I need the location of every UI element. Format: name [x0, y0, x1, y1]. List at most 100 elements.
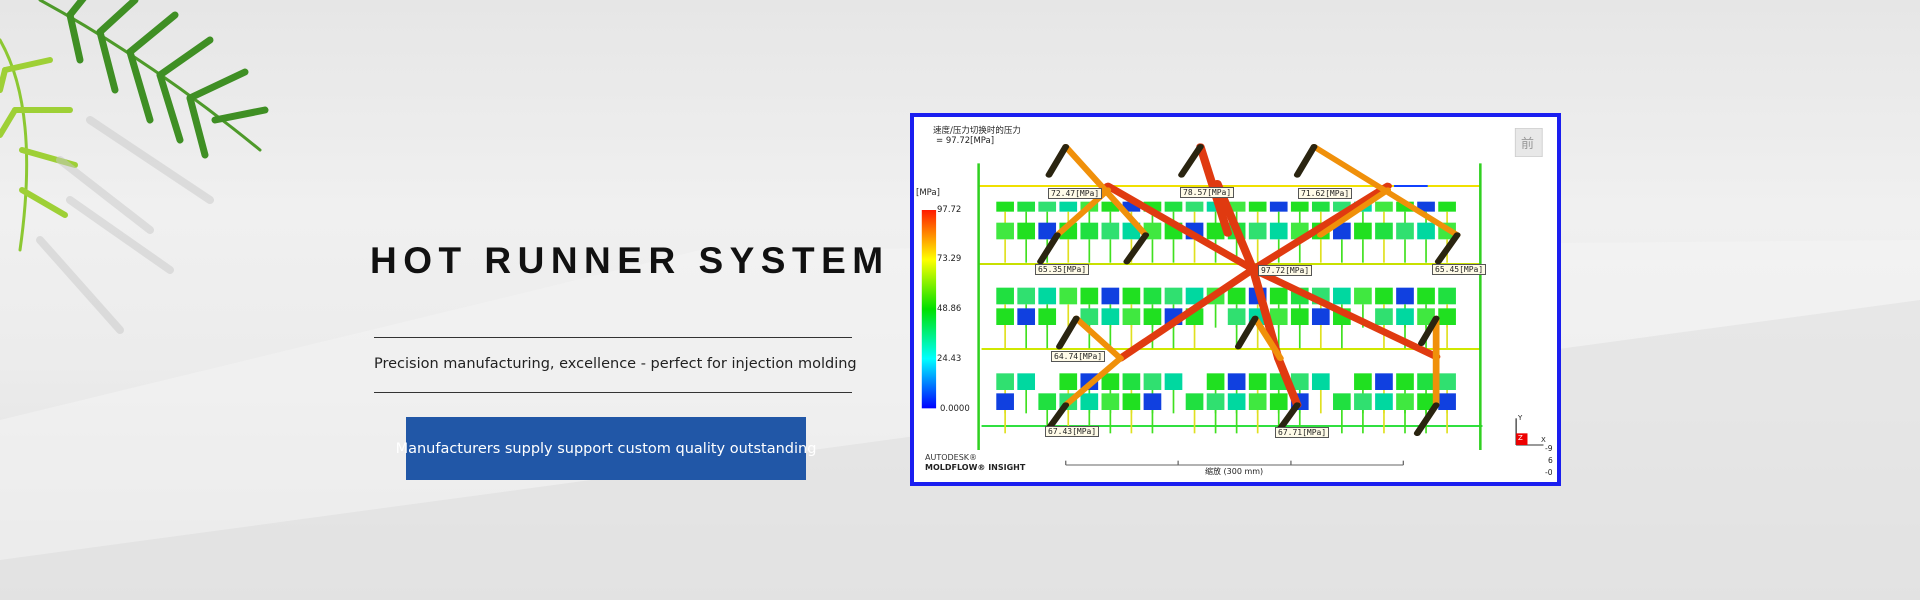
cavity-part: [1269, 201, 1288, 212]
cavity-part: [1101, 373, 1120, 390]
cavity-part: [1143, 393, 1162, 410]
cavity-part: [996, 373, 1014, 390]
cavity-part: [1059, 287, 1078, 305]
hot-nozzle: [1045, 144, 1070, 178]
cavity-part: [1417, 201, 1435, 212]
cavity-part: [1017, 308, 1036, 325]
cavity-part: [1290, 308, 1309, 325]
cavity-part: [996, 287, 1014, 305]
hot-runner-manifold: [1248, 182, 1392, 273]
cavity-part: [1417, 287, 1435, 305]
cavity-part: [1333, 201, 1351, 212]
cavity-part: [996, 201, 1014, 212]
hot-runner-branch: [1072, 315, 1124, 361]
cavity-part: [1269, 287, 1288, 305]
subtitle: Precision manufacturing, excellence - pe…: [374, 356, 857, 372]
cavity-part: [1269, 393, 1288, 410]
cavity-part: [1185, 393, 1204, 410]
cavity-part: [1101, 287, 1120, 305]
cavity-part: [1227, 308, 1246, 325]
page-title: HOT RUNNER SYSTEM: [370, 240, 890, 281]
legend-unit: [MPa]: [916, 188, 940, 198]
cavity-part: [1269, 222, 1288, 240]
cavity-part: [1206, 393, 1225, 410]
cavity-part: [1417, 222, 1435, 240]
coord: 6: [1548, 456, 1553, 465]
palm-leaf-decoration: [0, 0, 269, 334]
legend-color-bar: [921, 210, 937, 409]
cavity-part: [1143, 287, 1162, 305]
cavity-part: [1080, 222, 1099, 240]
coord: -9: [1545, 444, 1553, 453]
cavity-part: [1417, 308, 1435, 325]
cavity-part: [1017, 222, 1036, 240]
cta-button[interactable]: Manufacturers supply support custom qual…: [396, 417, 816, 480]
cavity-part: [1227, 373, 1246, 390]
cavity-part: [1143, 201, 1162, 212]
hot-nozzle: [1418, 315, 1440, 346]
cavity-part: [1354, 373, 1372, 390]
hot-runner-manifold: [1116, 266, 1258, 362]
cavity-part: [1038, 308, 1057, 325]
result-title: 速度/压力切换时的压力: [933, 126, 1021, 136]
cavity-part: [1185, 201, 1204, 212]
cavity-part: [1017, 287, 1036, 305]
cavity-part: [1396, 287, 1414, 305]
cavity-part: [1248, 222, 1267, 240]
hot-nozzle: [1434, 232, 1461, 265]
pressure-label: 72.47[MPa]: [1048, 188, 1103, 199]
view-cube[interactable]: [1514, 128, 1543, 157]
cavity-part: [1164, 373, 1183, 390]
result-value: = 97.72[MPa]: [936, 136, 995, 146]
cavity-part: [1164, 287, 1183, 305]
cavity-part: [1417, 393, 1435, 410]
axis-z: Z: [1518, 434, 1523, 442]
cavity-part: [1122, 393, 1141, 410]
hot-nozzle: [1413, 402, 1440, 436]
cavity-part: [1227, 287, 1246, 305]
cavity-part: [1333, 287, 1351, 305]
cavity-part: [1038, 222, 1057, 240]
cavity-part: [1396, 201, 1414, 212]
cavity-part: [1143, 373, 1162, 390]
cavity-part: [1017, 373, 1036, 390]
cavity-part: [1396, 373, 1414, 390]
cavity-part: [1396, 308, 1414, 325]
cavity-part: [1375, 287, 1393, 305]
hot-nozzle: [1045, 402, 1070, 431]
cavity-part: [1375, 308, 1393, 325]
cavity-part: [1396, 222, 1414, 240]
cavity-part: [1354, 222, 1372, 240]
cavity-part: [1080, 393, 1099, 410]
cavity-part: [996, 222, 1014, 240]
legend-tick: 97.72: [937, 205, 962, 215]
brand-moldflow: MOLDFLOW® INSIGHT: [925, 463, 1026, 472]
hot-nozzle: [1234, 315, 1259, 350]
pressure-label: 65.45[MPa]: [1432, 264, 1487, 275]
hot-nozzle: [1056, 315, 1080, 350]
cavity-part: [1290, 201, 1309, 212]
cavity-part: [1059, 201, 1078, 212]
coord: -0: [1545, 468, 1553, 477]
pressure-label: 67.71[MPa]: [1275, 427, 1330, 438]
cavity-part: [1038, 201, 1057, 212]
cavity-part: [1375, 393, 1393, 410]
cavity-part: [1248, 373, 1267, 390]
cavity-part: [1101, 201, 1120, 212]
cavity-part: [1038, 287, 1057, 305]
scale-bar: [1065, 460, 1404, 466]
cavity-part: [1143, 308, 1162, 325]
pressure-label: 71.62[MPa]: [1298, 188, 1353, 199]
cavity-part: [1396, 393, 1414, 410]
hot-runner-manifold: [1274, 355, 1302, 409]
cavity-part: [1438, 393, 1456, 410]
scale-text: 缩放 (300 mm): [1205, 467, 1264, 476]
cavity-part: [996, 308, 1014, 325]
view-label[interactable]: 前: [1521, 137, 1535, 152]
cavity-part: [1059, 373, 1078, 390]
legend-tick: 24.43: [937, 354, 962, 364]
cavity-part: [1311, 201, 1330, 212]
divider-bottom: [374, 392, 852, 393]
axis-triad: [1516, 433, 1528, 445]
pressure-label: 64.74[MPa]: [1051, 351, 1106, 362]
